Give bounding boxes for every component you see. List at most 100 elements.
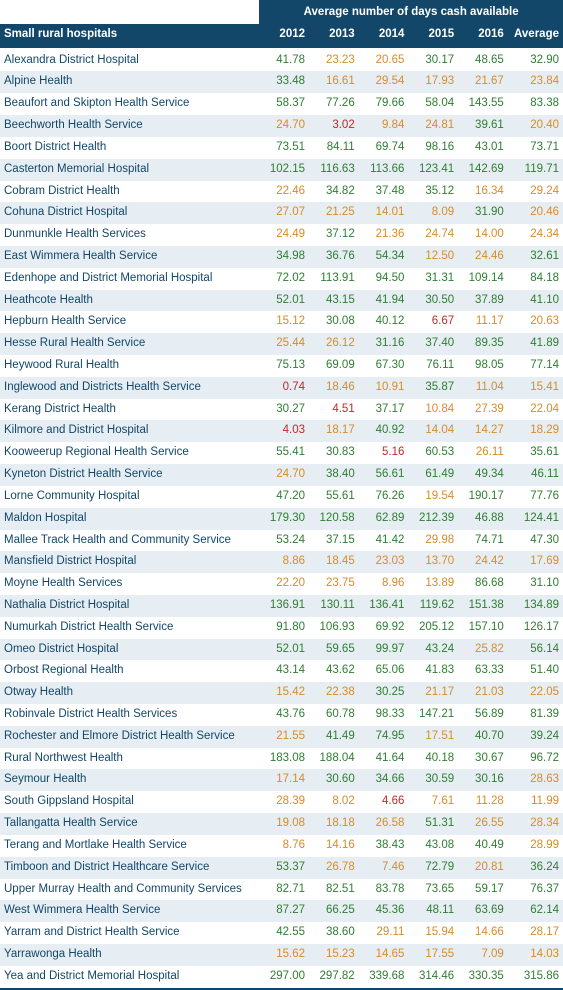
hospital-name: East Wimmera Health Service xyxy=(0,246,259,268)
table-row: Kyneton District Health Service24.7038.4… xyxy=(0,464,563,486)
table-row: Hepburn Health Service15.1230.0840.126.6… xyxy=(0,311,563,333)
value-cell: 69.74 xyxy=(359,137,409,159)
value-cell: 48.65 xyxy=(458,49,508,72)
value-cell: 79.66 xyxy=(359,93,409,115)
value-cell: 24.49 xyxy=(259,224,309,246)
value-cell: 4.03 xyxy=(259,420,309,442)
value-cell: 98.33 xyxy=(359,704,409,726)
value-cell: 5.16 xyxy=(359,442,409,464)
value-cell: 15.12 xyxy=(259,311,309,333)
value-cell: 13.89 xyxy=(408,573,458,595)
value-cell: 11.28 xyxy=(458,791,508,813)
value-cell: 33.48 xyxy=(259,71,309,93)
value-cell: 74.95 xyxy=(359,726,409,748)
table-row: Heathcote Health52.0143.1541.9430.5037.8… xyxy=(0,290,563,312)
table-row: Upper Murray Health and Community Servic… xyxy=(0,879,563,901)
value-cell: 13.70 xyxy=(408,551,458,573)
value-cell: 123.41 xyxy=(408,159,458,181)
value-cell: 179.30 xyxy=(259,508,309,530)
value-cell: 29.98 xyxy=(408,530,458,552)
hospital-name: Otway Health xyxy=(0,682,259,704)
value-cell: 205.12 xyxy=(408,617,458,639)
value-cell: 32.61 xyxy=(508,246,563,268)
hospital-name: Alexandra District Hospital xyxy=(0,49,259,72)
hospital-name: Mansfield District Hospital xyxy=(0,551,259,573)
table-row: Terang and Mortlake Health Service8.7614… xyxy=(0,835,563,857)
hospital-name: Timboon and District Healthcare Service xyxy=(0,857,259,879)
table-row: Kooweerup Regional Health Service55.4130… xyxy=(0,442,563,464)
value-cell: 84.18 xyxy=(508,268,563,290)
value-cell: 6.67 xyxy=(408,311,458,333)
value-cell: 8.96 xyxy=(359,573,409,595)
hospital-name: Yea and District Memorial Hospital xyxy=(0,966,259,989)
value-cell: 134.89 xyxy=(508,595,563,617)
value-cell: 43.01 xyxy=(458,137,508,159)
value-cell: 22.20 xyxy=(259,573,309,595)
value-cell: 21.17 xyxy=(408,682,458,704)
value-cell: 21.25 xyxy=(309,202,359,224)
hospital-name: Upper Murray Health and Community Servic… xyxy=(0,879,259,901)
value-cell: 35.87 xyxy=(408,377,458,399)
hospital-name: Moyne Health Services xyxy=(0,573,259,595)
value-cell: 51.31 xyxy=(408,813,458,835)
value-cell: 26.12 xyxy=(309,333,359,355)
value-cell: 37.40 xyxy=(408,333,458,355)
value-cell: 26.55 xyxy=(458,813,508,835)
value-cell: 36.76 xyxy=(309,246,359,268)
value-cell: 37.17 xyxy=(359,399,409,421)
value-cell: 36.24 xyxy=(508,857,563,879)
value-cell: 315.86 xyxy=(508,966,563,989)
value-cell: 38.60 xyxy=(309,922,359,944)
table-row: Numurkah District Health Service91.80106… xyxy=(0,617,563,639)
value-cell: 15.94 xyxy=(408,922,458,944)
value-cell: 113.66 xyxy=(359,159,409,181)
table-row: Mallee Track Health and Community Servic… xyxy=(0,530,563,552)
value-cell: 9.84 xyxy=(359,115,409,137)
value-cell: 81.39 xyxy=(508,704,563,726)
value-cell: 24.34 xyxy=(508,224,563,246)
value-cell: 31.16 xyxy=(359,333,409,355)
value-cell: 339.68 xyxy=(359,966,409,989)
hospital-name: Terang and Mortlake Health Service xyxy=(0,835,259,857)
value-cell: 31.90 xyxy=(458,202,508,224)
hospital-name: Heathcote Health xyxy=(0,290,259,312)
value-cell: 30.59 xyxy=(408,769,458,791)
col-2014: 2014 xyxy=(359,24,409,49)
value-cell: 73.71 xyxy=(508,137,563,159)
value-cell: 28.17 xyxy=(508,922,563,944)
value-cell: 106.93 xyxy=(309,617,359,639)
value-cell: 60.78 xyxy=(309,704,359,726)
value-cell: 20.65 xyxy=(359,49,409,72)
table-row: Boort District Health73.5184.1169.7498.1… xyxy=(0,137,563,159)
value-cell: 89.35 xyxy=(458,333,508,355)
hospital-name: Lorne Community Hospital xyxy=(0,486,259,508)
table-body: Alexandra District Hospital41.7823.2320.… xyxy=(0,49,563,989)
value-cell: 15.41 xyxy=(508,377,563,399)
hospital-name: Robinvale District Health Services xyxy=(0,704,259,726)
table-row: Beechworth Health Service24.703.029.8424… xyxy=(0,115,563,137)
value-cell: 30.50 xyxy=(408,290,458,312)
table-row: Lorne Community Hospital47.2055.6176.261… xyxy=(0,486,563,508)
spanning-header: Average number of days cash available xyxy=(259,0,563,24)
value-cell: 30.08 xyxy=(309,311,359,333)
value-cell: 56.14 xyxy=(508,639,563,661)
value-cell: 69.92 xyxy=(359,617,409,639)
table-row: Timboon and District Healthcare Service5… xyxy=(0,857,563,879)
value-cell: 38.40 xyxy=(309,464,359,486)
value-cell: 14.01 xyxy=(359,202,409,224)
value-cell: 63.69 xyxy=(458,900,508,922)
value-cell: 22.38 xyxy=(309,682,359,704)
value-cell: 28.34 xyxy=(508,813,563,835)
value-cell: 76.26 xyxy=(359,486,409,508)
value-cell: 76.11 xyxy=(408,355,458,377)
value-cell: 19.54 xyxy=(408,486,458,508)
value-cell: 21.67 xyxy=(458,71,508,93)
value-cell: 34.66 xyxy=(359,769,409,791)
table-row: West Wimmera Health Service87.2766.2545.… xyxy=(0,900,563,922)
value-cell: 77.26 xyxy=(309,93,359,115)
value-cell: 74.71 xyxy=(458,530,508,552)
value-cell: 37.89 xyxy=(458,290,508,312)
value-cell: 4.51 xyxy=(309,399,359,421)
value-cell: 55.61 xyxy=(309,486,359,508)
value-cell: 16.61 xyxy=(309,71,359,93)
